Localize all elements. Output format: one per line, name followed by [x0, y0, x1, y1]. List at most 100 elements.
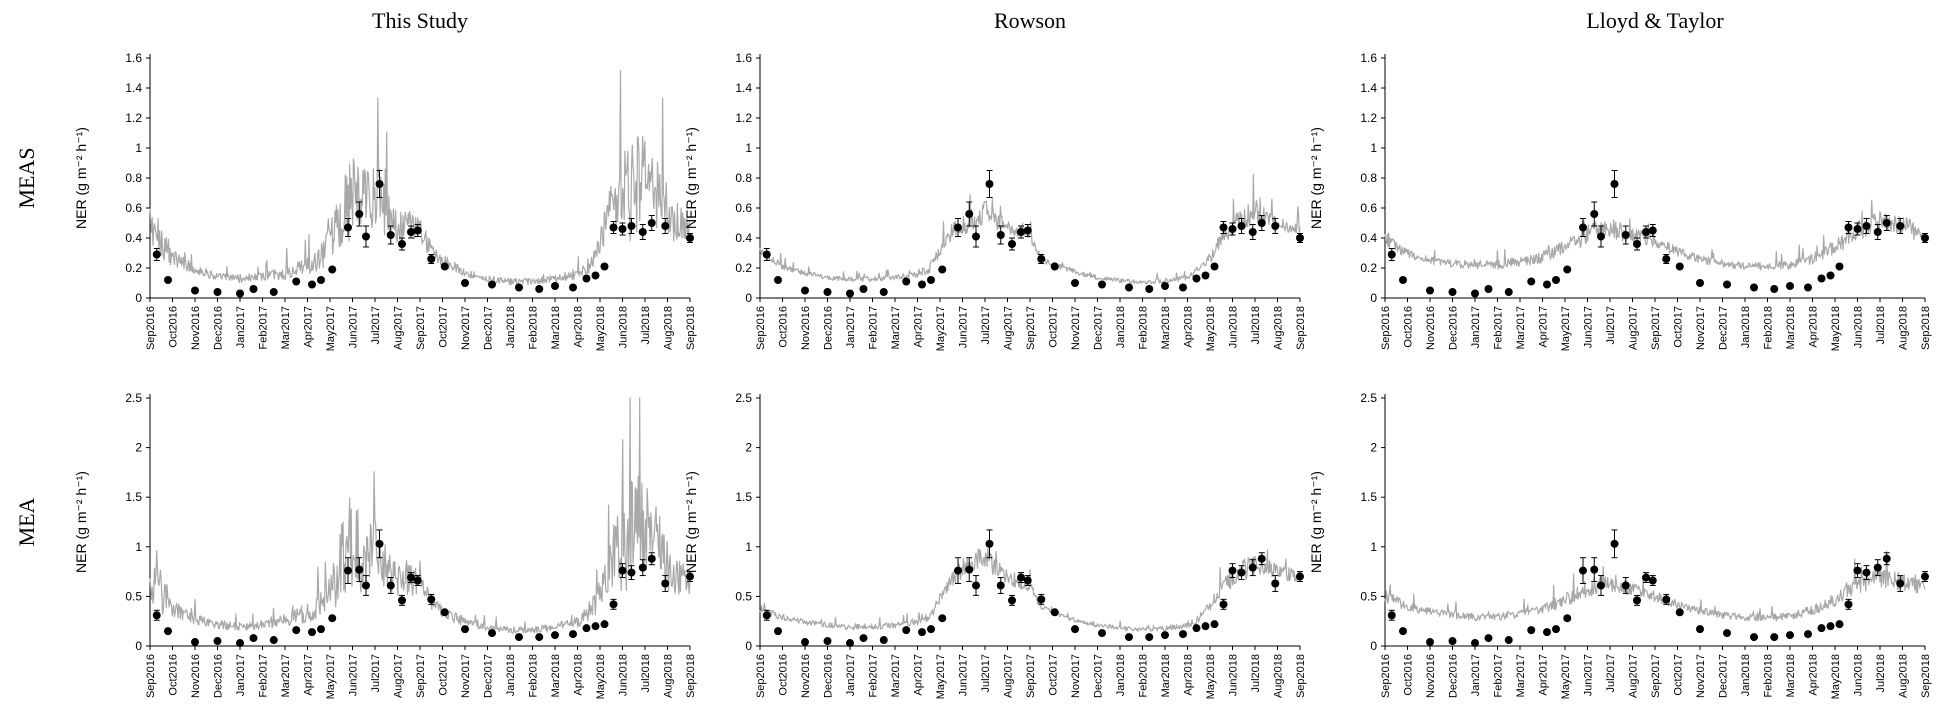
x-tick-label: Aug2018 — [663, 654, 675, 698]
x-tick-label: Aug2018 — [1898, 654, 1910, 698]
observation-point — [1448, 637, 1457, 646]
x-tick-label: Mar2018 — [1785, 306, 1797, 349]
observation-point — [879, 288, 888, 296]
x-tick-label: Jul2018 — [1250, 654, 1262, 693]
x-tick-label: Sep2018 — [1920, 654, 1932, 698]
observation-point — [996, 231, 1005, 239]
y-tick-label: 1.6 — [735, 51, 752, 65]
x-tick-label: Mar2018 — [550, 306, 562, 349]
x-tick-label: Feb2018 — [1138, 654, 1150, 697]
x-tick-label: Jan2017 — [845, 654, 857, 696]
observation-point — [1543, 628, 1551, 637]
observation-point — [1844, 600, 1853, 609]
y-tick-label: 0.4 — [125, 231, 142, 245]
x-tick-label: Feb2018 — [1763, 654, 1775, 697]
observation-point — [954, 566, 962, 575]
observation-point — [1826, 271, 1835, 280]
observation-point — [1662, 595, 1671, 604]
observation-point — [1770, 285, 1779, 293]
observation-point — [1023, 226, 1032, 235]
x-tick-label: Oct2016 — [168, 306, 180, 348]
observation-point — [1179, 283, 1187, 292]
observation-point — [344, 566, 352, 575]
y-tick-label: 0 — [135, 639, 142, 653]
x-tick-label: Mar2018 — [1160, 654, 1172, 697]
y-axis-label: NER (g m⁻² h⁻¹) — [73, 127, 89, 229]
observation-point — [1853, 225, 1862, 233]
y-tick-label: 0.4 — [1360, 231, 1377, 245]
observation-point — [164, 276, 172, 284]
panel-mea-0: NER (g m⁻² h⁻¹) 0 0.5 1 1.5 2 2.5 Sep2016 Oct201… — [73, 391, 697, 699]
x-tick-label: Jan2018 — [505, 306, 517, 348]
observation-point — [1723, 629, 1731, 638]
x-tick-label: Sep2016 — [145, 306, 157, 350]
observation-point — [375, 180, 384, 188]
observation-point — [328, 614, 337, 623]
observation-point — [1471, 639, 1479, 648]
observation-point — [661, 222, 670, 230]
y-tick-label: 1 — [745, 540, 752, 554]
observation-point — [918, 628, 926, 637]
model-series-line — [149, 69, 691, 286]
x-tick-label: Sep2017 — [1025, 306, 1037, 350]
observation-point — [965, 565, 974, 574]
observation-point — [582, 624, 591, 633]
observation-point — [591, 622, 600, 631]
x-tick-label: Jun2017 — [1583, 306, 1595, 348]
y-tick-label: 0 — [745, 291, 752, 305]
x-tick-label: Feb2017 — [1493, 654, 1505, 697]
x-tick-label: Jan2018 — [1740, 654, 1752, 696]
x-tick-label: Feb2018 — [528, 306, 540, 349]
x-tick-label: Apr2017 — [1538, 306, 1550, 348]
x-tick-label: Jul2018 — [1875, 654, 1887, 693]
observation-point — [1210, 620, 1219, 629]
x-tick-label: Jan2018 — [1115, 654, 1127, 696]
x-tick-label: Feb2018 — [1138, 306, 1150, 349]
observation-point — [1071, 279, 1079, 287]
x-tick-label: Apr2017 — [1538, 654, 1550, 696]
observation-point — [1017, 573, 1025, 582]
observation-point — [164, 627, 172, 636]
observation-point — [413, 226, 422, 235]
observation-point — [488, 629, 496, 638]
x-tick-label: Jul2018 — [1250, 306, 1262, 345]
observation-point — [1125, 283, 1133, 292]
observation-point — [1770, 633, 1779, 642]
y-tick-label: 0.2 — [735, 261, 752, 275]
y-tick-label: 1.6 — [125, 51, 142, 65]
observation-point — [661, 579, 670, 588]
x-tick-label: Apr2018 — [1183, 306, 1195, 348]
y-tick-label: 1.2 — [1360, 111, 1377, 125]
observation-point — [1579, 566, 1587, 575]
observation-point — [1882, 219, 1891, 227]
observation-point — [801, 286, 809, 295]
x-tick-label: Sep2016 — [1380, 654, 1392, 698]
x-tick-label: Jun2017 — [348, 654, 360, 696]
observation-point — [535, 285, 544, 293]
observation-point — [461, 625, 469, 634]
observation-point — [582, 274, 591, 283]
observation-point — [1179, 630, 1187, 639]
x-tick-label: Jan2018 — [1115, 306, 1127, 348]
y-tick-label: 1.4 — [1360, 81, 1377, 95]
observation-point — [1723, 280, 1731, 289]
observation-point — [1882, 554, 1891, 563]
x-tick-label: Feb2017 — [1493, 306, 1505, 349]
x-tick-label: Oct2017 — [1048, 654, 1060, 696]
observation-point — [1471, 289, 1479, 298]
x-tick-label: Mar2017 — [890, 654, 902, 697]
observation-point — [1579, 223, 1587, 232]
x-tick-label: May2018 — [1830, 306, 1842, 351]
observation-point — [1201, 271, 1210, 280]
x-tick-label: Jan2017 — [235, 306, 247, 348]
observation-point — [1257, 219, 1266, 227]
x-tick-label: Jun2018 — [1853, 654, 1865, 696]
y-tick-label: 1 — [135, 540, 142, 554]
x-tick-label: Dec2017 — [1093, 306, 1105, 350]
x-tick-label: Sep2018 — [1920, 306, 1932, 350]
observation-point — [1896, 579, 1905, 588]
observation-point — [249, 285, 258, 293]
x-tick-label: Jun2017 — [958, 306, 970, 348]
x-tick-label: Sep2016 — [755, 306, 767, 350]
column-title: Lloyd & Taylor — [1586, 8, 1724, 33]
